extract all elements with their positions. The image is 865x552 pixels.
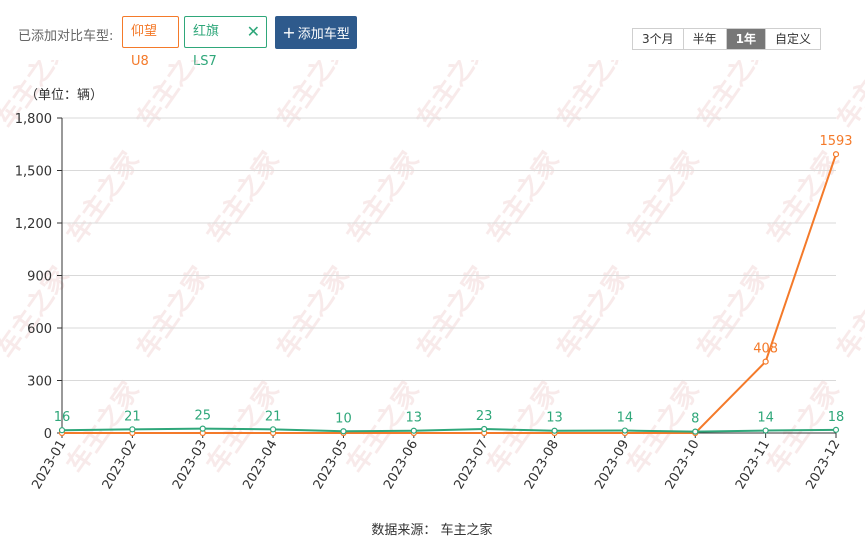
watermark-logo: 车主之家 xyxy=(480,376,565,479)
data-label: 21 xyxy=(265,409,282,424)
watermark-logo: 车主之家 xyxy=(690,60,775,134)
data-point xyxy=(129,426,136,433)
data-labels: 408 1593 16 21 25 21 10 13 23 13 14 8 14 18 xyxy=(54,134,853,426)
add-model-label: 添加车型 xyxy=(297,27,350,42)
data-point xyxy=(692,428,699,435)
watermark-logo: 车主之家 xyxy=(550,60,635,134)
watermark-logo: 车主之家 xyxy=(270,60,355,134)
compare-toolbar: 已添加对比车型: 仰望U8 红旗LS7 ✕ + 添加车型 3个月 半年 1年 自定… xyxy=(0,0,865,69)
watermark-logo: 车主之家 xyxy=(830,60,865,134)
data-label: 1593 xyxy=(819,134,852,149)
x-tick-label: 2023-12 xyxy=(803,438,843,493)
data-point xyxy=(199,425,206,432)
x-axis: 2023-01 2023-02 2023-03 2023-04 2023-05 2023-… xyxy=(29,432,843,493)
model-chip-yangwang-u8[interactable]: 仰望U8 xyxy=(122,16,179,69)
data-point xyxy=(340,428,347,435)
watermark-logo: 车主之家 xyxy=(340,376,425,479)
y-tick-label: 0 xyxy=(44,427,52,442)
range-option-1-year[interactable]: 1年 xyxy=(726,29,767,49)
watermark-logo: 车主之家 xyxy=(200,146,285,249)
data-label: 13 xyxy=(406,411,423,426)
data-label: 408 xyxy=(753,342,778,357)
y-axis: 0 300 600 900 1,200 1,500 1,800 xyxy=(15,112,63,442)
data-point xyxy=(762,427,769,434)
model-chip-label: 红旗LS7 xyxy=(193,24,220,69)
data-label: 8 xyxy=(691,412,699,427)
data-point xyxy=(551,427,558,434)
data-label: 23 xyxy=(476,409,493,424)
x-tick-label: 2023-01 xyxy=(29,438,69,493)
watermark-logo: 车主之家 xyxy=(130,261,215,364)
range-option-half-year[interactable]: 半年 xyxy=(683,29,727,49)
close-icon[interactable]: ✕ xyxy=(246,22,260,41)
data-label: 21 xyxy=(124,409,141,424)
grid-lines xyxy=(62,117,836,381)
data-point xyxy=(410,427,417,434)
range-option-custom[interactable]: 自定义 xyxy=(766,29,821,49)
y-tick-label: 900 xyxy=(27,270,52,285)
series-layer xyxy=(58,151,840,437)
watermark-logo: 车主之家 xyxy=(620,376,705,479)
y-unit-label: （单位：辆） xyxy=(25,88,103,103)
plus-icon: + xyxy=(282,23,296,42)
watermark-logo: 车主之家 xyxy=(340,146,425,249)
y-tick-label: 1,500 xyxy=(15,165,52,180)
watermark-logo: 车主之家 xyxy=(410,261,495,364)
time-range-selector: 3个月 半年 1年 自定义 xyxy=(632,28,822,50)
data-source-label: 数据来源： 车主之家 xyxy=(371,522,492,538)
add-model-button[interactable]: + 添加车型 xyxy=(275,16,357,49)
watermark-logo: 车主之家 xyxy=(550,261,635,364)
data-point xyxy=(269,426,277,433)
series-line xyxy=(62,153,837,434)
watermark-logo: 车主之家 xyxy=(480,146,565,249)
data-point xyxy=(832,151,840,158)
watermark-logo: 车主之家 xyxy=(410,60,495,134)
model-chip-hongqi-ls7[interactable]: 红旗LS7 ✕ xyxy=(184,16,267,69)
data-label: 10 xyxy=(335,411,352,426)
y-tick-label: 600 xyxy=(27,322,52,337)
watermark-logo: 车主之家 xyxy=(130,60,215,134)
y-tick-label: 300 xyxy=(27,375,52,390)
data-label: 25 xyxy=(194,409,211,424)
y-tick-label: 1,200 xyxy=(15,217,52,232)
watermark-logo: 车主之家 xyxy=(830,261,865,364)
data-point xyxy=(762,358,769,365)
data-point xyxy=(832,426,840,433)
model-chip-label: 仰望U8 xyxy=(131,24,158,69)
watermark-logo: 车主之家 xyxy=(270,261,355,364)
watermark-logo: 车主之家 xyxy=(620,146,705,249)
data-point xyxy=(481,425,488,433)
range-option-3-months[interactable]: 3个月 xyxy=(633,29,684,49)
data-point xyxy=(621,427,629,434)
data-label: 18 xyxy=(828,410,845,425)
y-tick-label: 1,800 xyxy=(15,112,52,127)
data-label: 14 xyxy=(617,411,634,426)
data-point xyxy=(58,427,66,434)
data-label: 13 xyxy=(546,411,563,426)
data-label: 16 xyxy=(54,410,71,425)
data-label: 14 xyxy=(757,411,774,426)
series-line xyxy=(61,427,837,433)
watermark-logo: 车主之家 xyxy=(60,146,145,249)
compare-label: 已添加对比车型: xyxy=(18,29,114,44)
